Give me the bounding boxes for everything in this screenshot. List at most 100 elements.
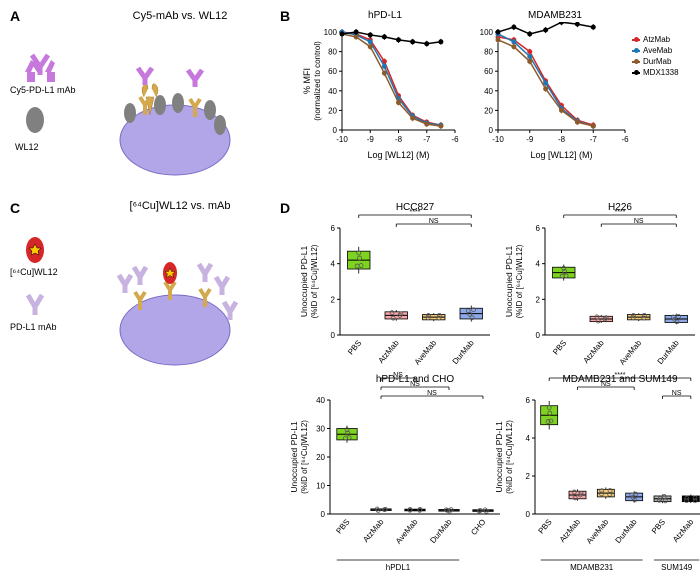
svg-text:4: 4 [526,434,531,443]
svg-text:-6: -6 [451,135,459,144]
svg-text:Unoccupied PD-L1: Unoccupied PD-L1 [494,421,504,493]
svg-text:-8: -8 [558,135,566,144]
svg-text:-8: -8 [395,135,403,144]
svg-text:100: 100 [324,28,338,37]
chart-D-H226: H2260246PBSAtzMabAveMabDurMabNS****Unocc… [500,200,700,380]
panel-D-label: D [280,200,290,216]
svg-text:2: 2 [526,472,531,481]
svg-text:AtzMab: AtzMab [558,517,583,544]
svg-text:40: 40 [484,87,493,96]
svg-text:PBS: PBS [650,518,667,536]
svg-text:PBS: PBS [346,339,363,357]
svg-text:-9: -9 [526,135,534,144]
svg-text:30: 30 [316,425,325,434]
svg-text:0: 0 [489,126,494,135]
chart-hpdl1: -10 -9 -8 -7 -6 0 20 40 60 80 100 Log [WL12] (M) % M… [300,22,460,162]
svg-text:DurMab: DurMab [428,517,454,545]
svg-text:DurMab: DurMab [656,338,682,366]
svg-text:20: 20 [328,106,337,115]
svg-text:6: 6 [536,224,541,233]
svg-text:20: 20 [316,453,325,462]
svg-text:Unoccupied PD-L1: Unoccupied PD-L1 [504,246,514,318]
svg-text:PBS: PBS [551,339,568,357]
svg-text:CHO: CHO [469,518,487,537]
svg-text:[⁶⁴Cu]WL12: [⁶⁴Cu]WL12 [10,267,58,277]
svg-text:-7: -7 [423,135,431,144]
svg-text:Unoccupied PD-L1: Unoccupied PD-L1 [289,421,299,493]
chart-D-HCC827: HCC8270246PBSAtzMabAveMabDurMabNS****Uno… [295,200,495,380]
svg-text:NS: NS [672,390,682,397]
svg-text:Cy5-PD-L1 mAb: Cy5-PD-L1 mAb [10,85,76,95]
svg-text:AtzMab: AtzMab [581,338,606,365]
svg-text:DurMab: DurMab [451,338,477,366]
panel-B-label: B [280,8,290,24]
svg-text:80: 80 [484,48,493,57]
svg-text:Unoccupied PD-L1: Unoccupied PD-L1 [299,246,309,318]
svg-text:WL12: WL12 [15,142,39,152]
svg-text:****: **** [615,372,626,379]
svg-text:-6: -6 [621,135,629,144]
svg-text:0: 0 [333,126,338,135]
svg-text:2: 2 [536,295,541,304]
svg-text:40: 40 [316,396,325,405]
svg-text:(%ID of [⁶⁴Cu]WL12): (%ID of [⁶⁴Cu]WL12) [300,420,309,494]
panel-C-title: [⁶⁴Cu]WL12 vs. mAb [100,200,260,212]
svg-text:****: **** [615,209,626,216]
chart-D-hPDL1CHO: hPD-L1 and CHO010203040PBSAtzMabAveMabDu… [285,372,505,572]
svg-text:SUM149: SUM149 [661,563,693,572]
svg-text:(%ID of [⁶⁴Cu]WL12): (%ID of [⁶⁴Cu]WL12) [505,420,514,494]
svg-text:Log [WL12] (M): Log [WL12] (M) [530,150,592,160]
svg-text:6: 6 [526,396,531,405]
svg-text:-10: -10 [492,135,504,144]
svg-text:100: 100 [480,28,494,37]
svg-text:PBS: PBS [334,518,351,536]
svg-text:0: 0 [321,510,326,519]
chart-mdamb-title: MDAMB231 [505,10,605,21]
svg-text:2: 2 [331,295,336,304]
svg-text:PD-L1 mAb: PD-L1 mAb [10,322,57,332]
svg-text:0: 0 [536,331,541,340]
svg-text:DurMab: DurMab [614,517,640,545]
svg-text:AveMab: AveMab [394,517,420,546]
panel-C-diagram: [⁶⁴Cu]WL12 PD-L1 mAb [10,215,270,385]
panel-A-diagram: Cy5-PD-L1 mAb WL12 [10,25,270,195]
svg-text:AtzMab: AtzMab [671,517,696,544]
svg-text:-10: -10 [336,135,348,144]
svg-text:AveMab: AveMab [618,338,644,367]
svg-text:Log [WL12] (M): Log [WL12] (M) [367,150,429,160]
svg-text:20: 20 [484,106,493,115]
panel-A-title: Cy5-mAb vs. WL12 [100,10,260,22]
svg-text:NS: NS [429,218,439,225]
svg-text:0: 0 [331,331,336,340]
svg-text:6: 6 [331,224,336,233]
svg-text:(%ID of [⁶⁴Cu]WL12): (%ID of [⁶⁴Cu]WL12) [515,244,524,318]
svg-text:****: **** [410,209,421,216]
svg-text:(%ID of [⁶⁴Cu]WL12): (%ID of [⁶⁴Cu]WL12) [310,244,319,318]
svg-text:(normalized to control): (normalized to control) [313,41,322,121]
svg-text:60: 60 [328,67,337,76]
svg-text:AtzMab: AtzMab [361,517,386,544]
svg-text:MDAMB231: MDAMB231 [570,563,614,572]
chart-mdamb231: -10 -9 -8 -7 -6 0 20 40 60 80 100 Log [WL12] (M) [470,22,630,162]
svg-text:80: 80 [328,48,337,57]
svg-text:% MFI: % MFI [302,68,312,94]
svg-text:NS: NS [393,372,403,379]
legend-B: AtzMab AveMab DurMab MDX1338 [632,35,679,77]
svg-text:-7: -7 [590,135,598,144]
svg-text:NS: NS [601,381,611,388]
svg-text:AveMab: AveMab [585,517,611,546]
svg-text:10: 10 [316,482,325,491]
svg-text:0: 0 [526,510,531,519]
chart-hpdl1-title: hPD-L1 [335,10,435,21]
svg-text:NS: NS [427,390,437,397]
svg-text:60: 60 [484,67,493,76]
svg-text:-9: -9 [367,135,375,144]
svg-text:PBS: PBS [537,518,554,536]
svg-text:40: 40 [328,87,337,96]
panel-A-label: A [10,8,20,24]
svg-text:NS: NS [410,381,420,388]
svg-text:4: 4 [536,260,541,269]
svg-text:AtzMab: AtzMab [376,338,401,365]
panel-C-label: C [10,200,20,216]
svg-text:AveMab: AveMab [413,338,439,367]
